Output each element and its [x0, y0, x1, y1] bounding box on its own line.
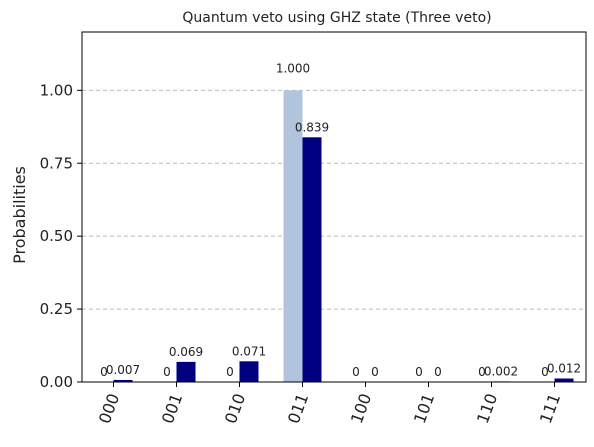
x-tick-label: 101 — [410, 391, 438, 426]
plot-frame — [81, 31, 587, 383]
bars-group — [113, 90, 574, 382]
x-axis-ticks: 000 001 010 011 100 101 110 111 — [95, 382, 564, 426]
data-label: 1.000 — [276, 61, 310, 75]
bar-series-2 — [176, 361, 196, 382]
grid-lines — [82, 89, 586, 310]
y-tick-label: 0.75 — [40, 154, 73, 172]
data-label: 0 — [371, 365, 379, 379]
data-label: 0.007 — [106, 363, 140, 377]
bar-series-2 — [302, 137, 322, 382]
data-label: 0 — [541, 365, 549, 379]
x-tick-label: 100 — [347, 391, 375, 426]
data-label: 0.002 — [484, 364, 518, 378]
data-label: 0 — [226, 365, 234, 379]
data-label: 0 — [100, 365, 108, 379]
x-tick-label: 111 — [536, 391, 564, 426]
bar-series-2 — [554, 378, 574, 382]
y-tick-label: 0.50 — [40, 227, 73, 245]
y-tick-label: 0.00 — [40, 373, 73, 391]
y-axis-label: Probabilities — [10, 166, 29, 264]
x-tick-label: 010 — [221, 391, 249, 426]
data-label: 0 — [478, 365, 486, 379]
y-tick-label: 0.25 — [40, 300, 73, 318]
data-label: 0.839 — [295, 120, 329, 134]
bar-series-1 — [283, 90, 303, 382]
data-label: 0 — [415, 365, 423, 379]
bar-series-2 — [239, 361, 259, 382]
y-axis-ticks: 0.00 0.25 0.50 0.75 1.00 — [40, 81, 82, 391]
x-tick-label: 011 — [284, 391, 312, 426]
data-label: 0.069 — [169, 345, 203, 359]
data-label: 0.071 — [232, 344, 266, 358]
bar-series-2 — [113, 379, 133, 382]
data-label: 0 — [163, 365, 171, 379]
x-tick-label: 000 — [95, 391, 123, 426]
data-label: 0.012 — [547, 362, 581, 376]
data-label: 0 — [352, 365, 360, 379]
y-tick-label: 1.00 — [40, 81, 73, 99]
x-tick-label: 110 — [473, 391, 501, 426]
chart-title: Quantum veto using GHZ state (Three veto… — [182, 10, 491, 26]
x-tick-label: 001 — [158, 391, 186, 426]
data-label: 0 — [434, 365, 442, 379]
